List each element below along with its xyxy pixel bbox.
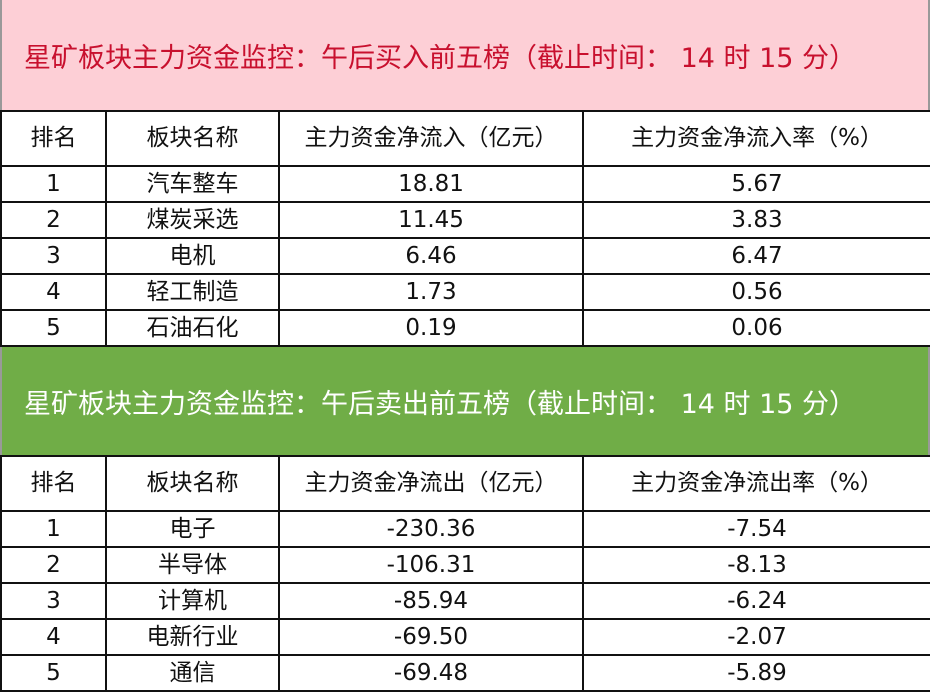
cell-sector: 石油石化 <box>105 309 280 347</box>
cell-sector: 轻工制造 <box>105 273 280 311</box>
table-row: 3 电机 6.46 6.47 <box>0 237 930 275</box>
cell-flow-rate: -8.13 <box>582 546 930 584</box>
cell-sector: 电子 <box>105 510 280 548</box>
cell-net-flow: 11.45 <box>278 201 584 239</box>
cell-flow-rate: 3.83 <box>582 201 930 239</box>
header-flow-rate: 主力资金净流出率（%） <box>582 455 930 512</box>
table-row: 4 轻工制造 1.73 0.56 <box>0 273 930 311</box>
sell-title: 星矿板块主力资金监控：午后卖出前五榜（截止时间： 14 时 15 分） <box>0 347 930 455</box>
header-rank: 排名 <box>0 110 107 167</box>
header-flow-rate: 主力资金净流入率（%） <box>582 110 930 167</box>
cell-flow-rate: 0.06 <box>582 309 930 347</box>
cell-flow-rate: -6.24 <box>582 582 930 620</box>
table-row: 3 计算机 -85.94 -6.24 <box>0 582 930 620</box>
cell-rank: 3 <box>0 582 107 620</box>
cell-sector: 电机 <box>105 237 280 275</box>
buy-table: 排名 板块名称 主力资金净流入（亿元） 主力资金净流入率（%） 1 汽车整车 18.81 5.… <box>0 110 930 347</box>
cell-rank: 4 <box>0 273 107 311</box>
cell-flow-rate: 6.47 <box>582 237 930 275</box>
table-row: 1 汽车整车 18.81 5.67 <box>0 165 930 203</box>
cell-net-flow: 6.46 <box>278 237 584 275</box>
header-row: 排名 板块名称 主力资金净流入（亿元） 主力资金净流入率（%） <box>0 110 930 167</box>
header-net-flow: 主力资金净流入（亿元） <box>278 110 584 167</box>
table-row: 4 电新行业 -69.50 -2.07 <box>0 618 930 656</box>
cell-net-flow: -69.48 <box>278 654 584 692</box>
cell-net-flow: -106.31 <box>278 546 584 584</box>
sell-table: 排名 板块名称 主力资金净流出（亿元） 主力资金净流出率（%） 1 电子 -230.36 -7… <box>0 455 930 692</box>
table-row: 1 电子 -230.36 -7.54 <box>0 510 930 548</box>
table-row: 5 石油石化 0.19 0.06 <box>0 309 930 347</box>
cell-net-flow: -230.36 <box>278 510 584 548</box>
table-row: 5 通信 -69.48 -5.89 <box>0 654 930 692</box>
buy-title: 星矿板块主力资金监控：午后买入前五榜（截止时间： 14 时 15 分） <box>0 0 930 110</box>
table-row: 2 煤炭采选 11.45 3.83 <box>0 201 930 239</box>
cell-net-flow: 18.81 <box>278 165 584 203</box>
cell-rank: 4 <box>0 618 107 656</box>
header-rank: 排名 <box>0 455 107 512</box>
cell-sector: 汽车整车 <box>105 165 280 203</box>
header-sector: 板块名称 <box>105 455 280 512</box>
cell-flow-rate: -2.07 <box>582 618 930 656</box>
cell-rank: 5 <box>0 654 107 692</box>
header-row: 排名 板块名称 主力资金净流出（亿元） 主力资金净流出率（%） <box>0 455 930 512</box>
cell-sector: 煤炭采选 <box>105 201 280 239</box>
cell-flow-rate: 0.56 <box>582 273 930 311</box>
cell-rank: 1 <box>0 510 107 548</box>
cell-net-flow: 0.19 <box>278 309 584 347</box>
cell-rank: 1 <box>0 165 107 203</box>
cell-sector: 半导体 <box>105 546 280 584</box>
cell-flow-rate: 5.67 <box>582 165 930 203</box>
cell-flow-rate: -5.89 <box>582 654 930 692</box>
cell-rank: 5 <box>0 309 107 347</box>
cell-sector: 电新行业 <box>105 618 280 656</box>
cell-sector: 通信 <box>105 654 280 692</box>
cell-rank: 3 <box>0 237 107 275</box>
cell-sector: 计算机 <box>105 582 280 620</box>
cell-rank: 2 <box>0 546 107 584</box>
cell-rank: 2 <box>0 201 107 239</box>
cell-net-flow: 1.73 <box>278 273 584 311</box>
cell-net-flow: -69.50 <box>278 618 584 656</box>
header-sector: 板块名称 <box>105 110 280 167</box>
header-net-flow: 主力资金净流出（亿元） <box>278 455 584 512</box>
cell-flow-rate: -7.54 <box>582 510 930 548</box>
table-row: 2 半导体 -106.31 -8.13 <box>0 546 930 584</box>
cell-net-flow: -85.94 <box>278 582 584 620</box>
